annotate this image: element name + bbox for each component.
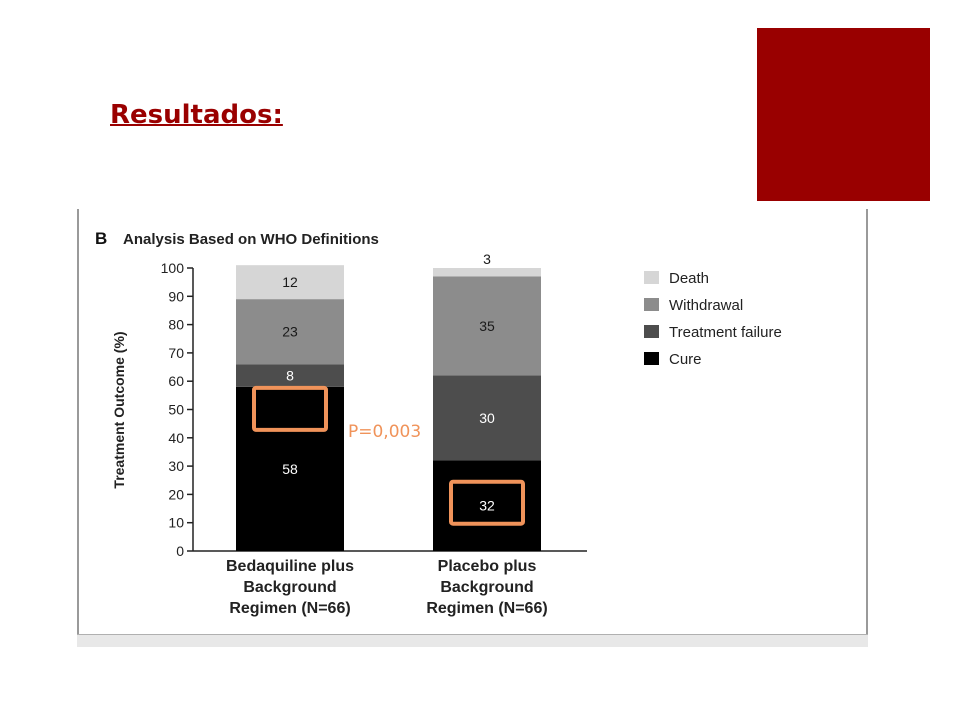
legend-swatch [644, 352, 659, 365]
legend-swatch [644, 271, 659, 284]
y-tick-label: 80 [168, 317, 184, 333]
bar-value-label: 23 [282, 324, 298, 340]
bar-value-label: 3 [483, 251, 491, 267]
bar-value-label: 32 [479, 498, 495, 514]
legend-entry: Death [669, 270, 709, 287]
y-tick-label: 100 [161, 260, 185, 276]
bar-segment [433, 276, 541, 376]
bar-value-label: 35 [479, 318, 495, 334]
bar-value-label: 30 [479, 410, 495, 426]
y-tick-label: 40 [168, 430, 184, 446]
category-label: Bedaquiline plus [226, 558, 354, 575]
y-tick-label: 20 [168, 486, 184, 502]
y-tick-label: 50 [168, 402, 184, 418]
bar-segment [236, 265, 344, 300]
slide-title: Resultados: [110, 100, 283, 130]
category-label: Regimen (N=66) [229, 600, 350, 617]
category-label: Regimen (N=66) [426, 600, 547, 617]
y-axis-label: Treatment Outcome (%) [111, 331, 127, 488]
bar-segment [433, 375, 541, 461]
highlight-box [252, 385, 328, 432]
y-tick-label: 30 [168, 458, 184, 474]
bar-segment [236, 364, 344, 387]
y-tick-label: 60 [168, 373, 184, 389]
legend-entry: Treatment failure [669, 324, 782, 341]
bar-value-label: 58 [282, 461, 298, 477]
category-label: Placebo plus [438, 558, 537, 575]
y-tick-label: 90 [168, 288, 184, 304]
highlight-box [449, 479, 525, 526]
figure-border-bottom [77, 634, 868, 647]
y-tick-label: 0 [176, 543, 184, 559]
panel-letter: B [95, 229, 107, 248]
category-label: Background [440, 579, 533, 596]
y-tick-label: 70 [168, 345, 184, 361]
legend-entry: Cure [669, 351, 702, 368]
bar-value-label: 12 [282, 274, 298, 290]
legend-swatch [644, 298, 659, 311]
figure-border-left [77, 209, 79, 646]
figure-border-right [866, 209, 868, 646]
bar-value-label: 8 [286, 368, 294, 384]
p-value-annotation: P=0,003 [348, 422, 421, 442]
bar-segment [236, 299, 344, 365]
legend-entry: Withdrawal [669, 297, 743, 314]
bar-segment [433, 268, 541, 277]
corner-accent-block [757, 28, 930, 201]
chart-title: Analysis Based on WHO Definitions [123, 231, 379, 248]
category-label: Background [243, 579, 336, 596]
legend-swatch [644, 325, 659, 338]
y-tick-label: 10 [168, 515, 184, 531]
